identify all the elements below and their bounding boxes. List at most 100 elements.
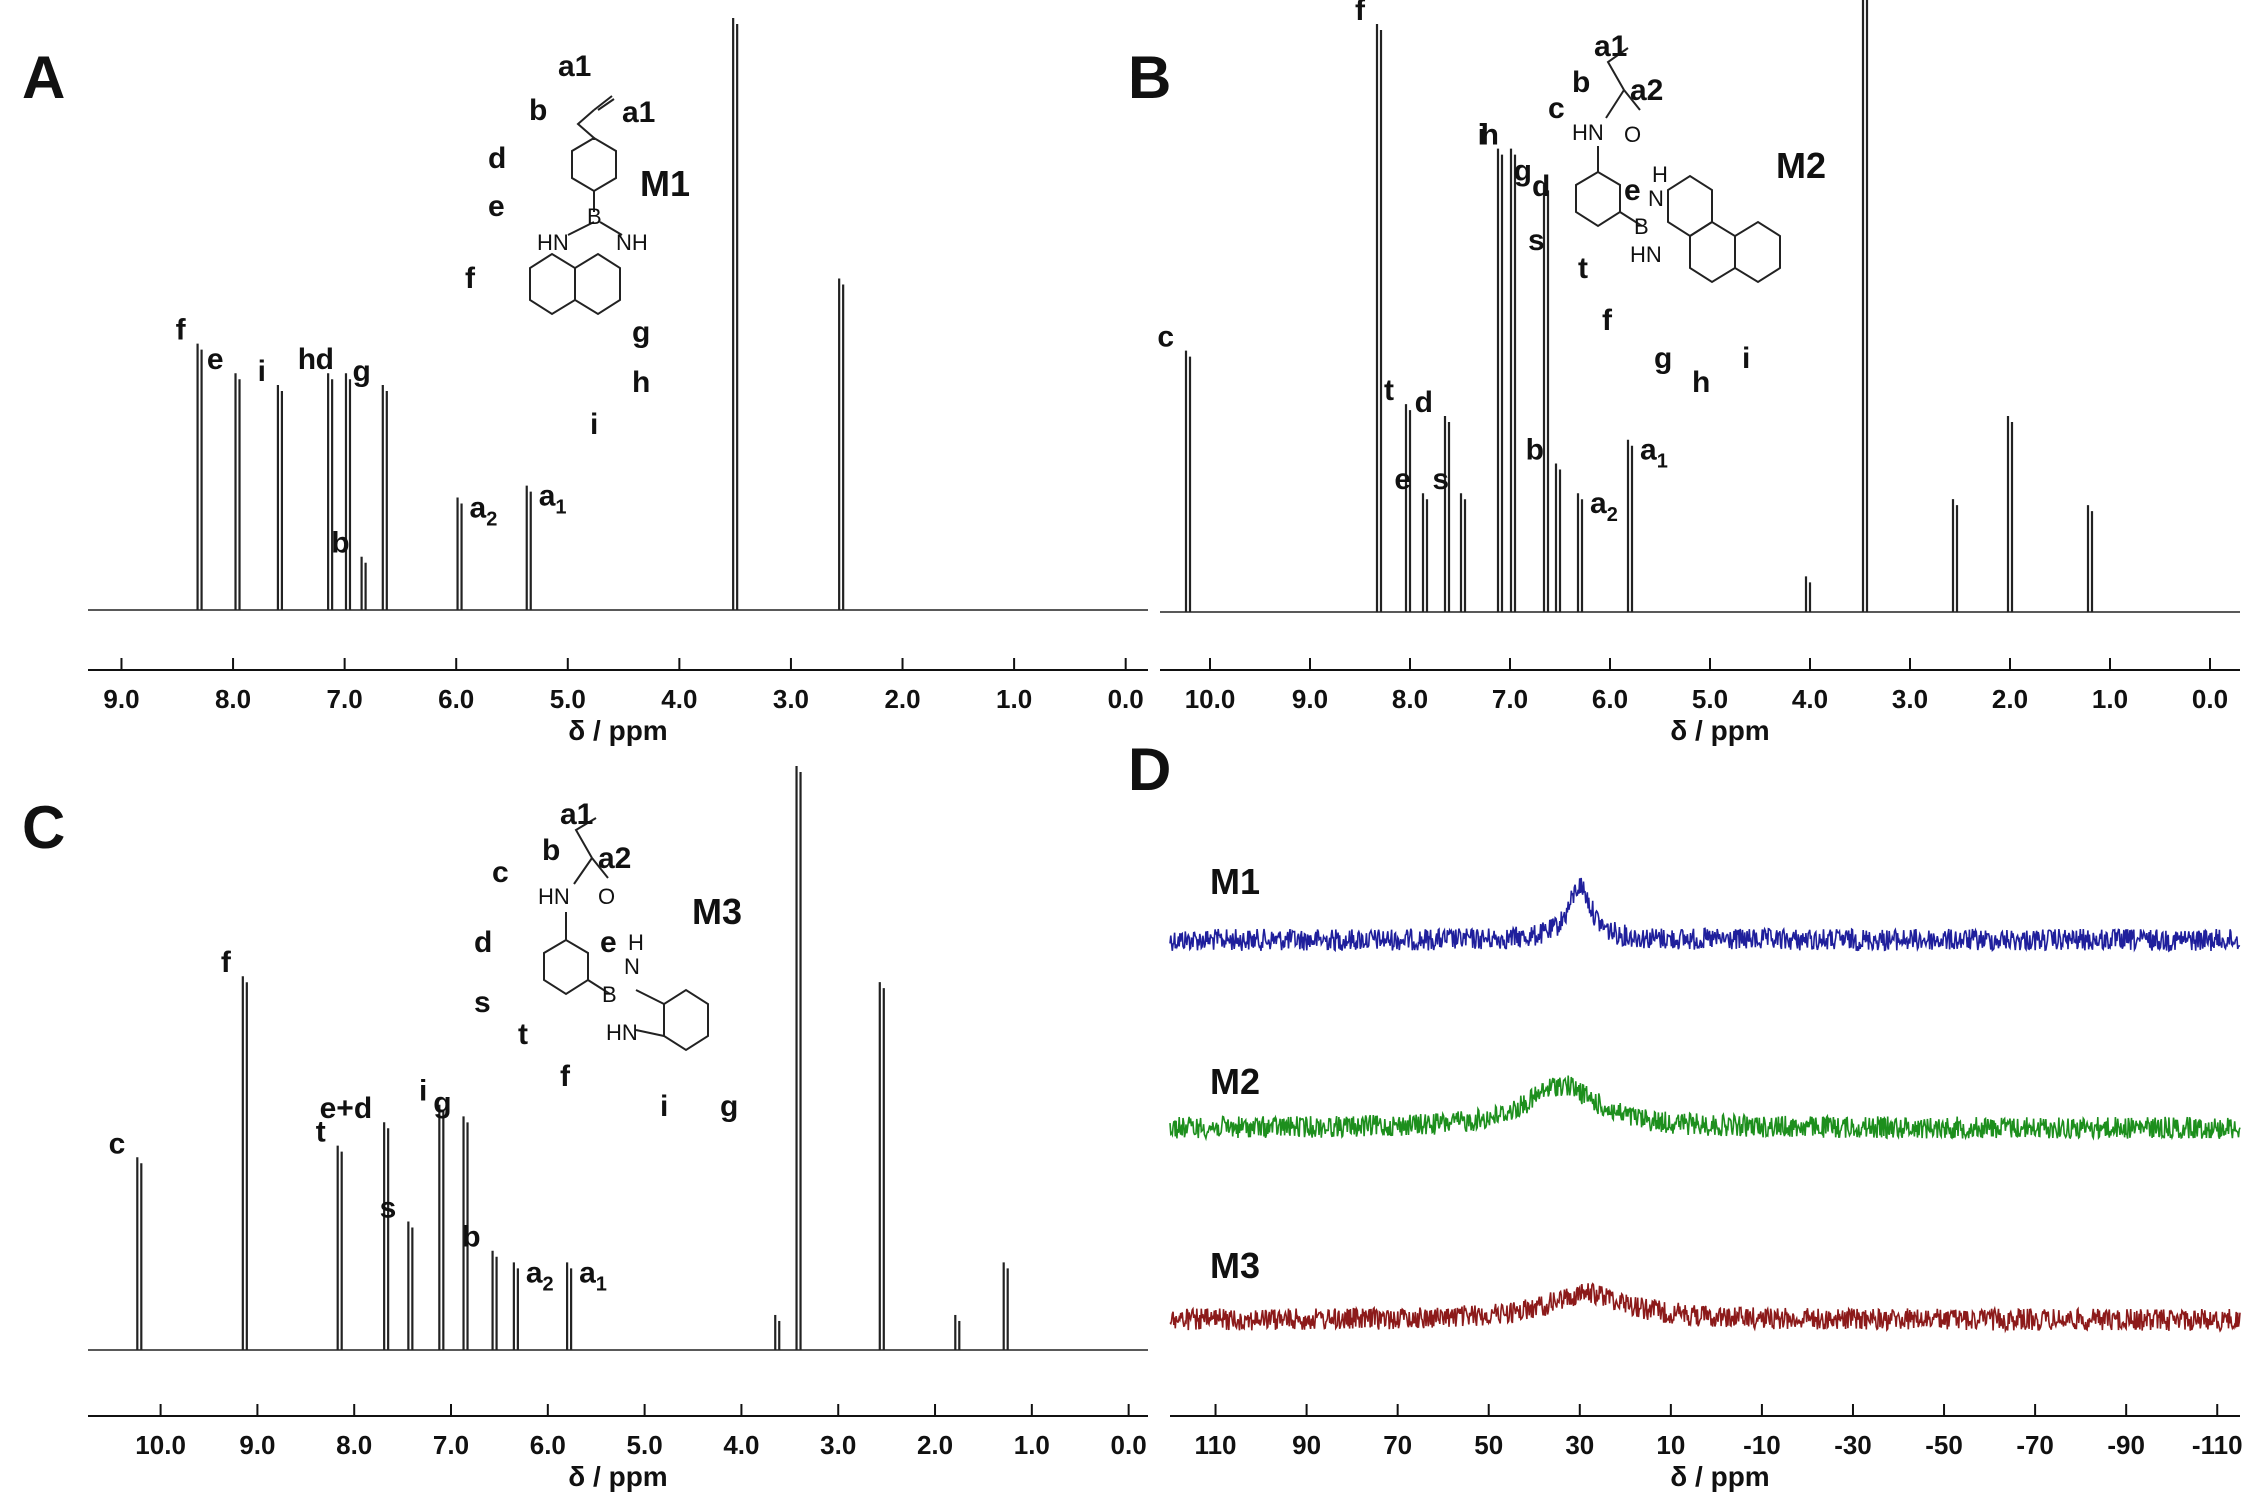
peak-label: b xyxy=(331,527,349,560)
tick-label: 5.0 xyxy=(1692,684,1728,714)
x-axis-label-c: δ / ppm xyxy=(568,1461,667,1492)
mol-hn-m2: HN xyxy=(1572,120,1604,145)
x-axis-label-b: δ / ppm xyxy=(1670,715,1769,746)
panel-d: D 110 90 70 50 30 10 -10 -30 -50 -70 -90 -110 δ / p… xyxy=(1128,736,2243,1492)
peak-label: i xyxy=(1478,119,1486,152)
series-label-m1: M1 xyxy=(1210,861,1260,902)
tick-label: 0.0 xyxy=(1111,1430,1147,1460)
x-axis-label-a: δ / ppm xyxy=(568,715,667,746)
mol-c-m3: c xyxy=(492,856,509,889)
tick-label: -10 xyxy=(1743,1430,1781,1460)
mol-b-atom-m2: B xyxy=(1634,214,1649,239)
tick-label: 7.0 xyxy=(327,684,363,714)
peak-label: g xyxy=(352,355,370,388)
structure-m3 xyxy=(543,817,709,1052)
structure-m1 xyxy=(529,95,623,316)
tick-label: 8.0 xyxy=(1392,684,1428,714)
tick-label: -30 xyxy=(1834,1430,1872,1460)
mol-g-m2: g xyxy=(1654,342,1672,375)
tick-label: 30 xyxy=(1565,1430,1594,1460)
tick-label: 110 xyxy=(1195,1430,1237,1460)
mol-i: i xyxy=(590,408,598,441)
tick-label: 8.0 xyxy=(215,684,251,714)
peak-label: t xyxy=(1384,374,1394,407)
mol-b-atom: B xyxy=(587,204,602,229)
ticks-b: 10.0 9.0 8.0 7.0 6.0 5.0 4.0 3.0 2.0 1.0 0.0 xyxy=(1185,658,2228,714)
tick-label: -70 xyxy=(2016,1430,2054,1460)
mol-n-m3: N xyxy=(624,954,640,979)
ticks-a: 9.0 8.0 7.0 6.0 5.0 4.0 3.0 2.0 1.0 0.0 xyxy=(103,658,1144,714)
tick-label: 5.0 xyxy=(550,684,586,714)
peak-label: s xyxy=(380,1192,397,1225)
peak-label: t xyxy=(316,1116,326,1149)
panel-label-c: C xyxy=(22,794,65,861)
series-line-m1 xyxy=(1169,877,2241,953)
tick-label: 10.0 xyxy=(135,1430,186,1460)
peak-label: b xyxy=(1526,434,1544,467)
panel-label-a: A xyxy=(22,44,65,111)
tick-label: -50 xyxy=(1925,1430,1963,1460)
mol-f-m3: f xyxy=(560,1060,571,1093)
tick-label: 1.0 xyxy=(2092,684,2128,714)
mol-g-m3: g xyxy=(720,1090,738,1123)
tick-label: 2.0 xyxy=(884,684,920,714)
tick-label: 1.0 xyxy=(996,684,1032,714)
compound-label-m2: M2 xyxy=(1776,145,1826,186)
peak-label: d xyxy=(316,343,334,376)
peak-label: i xyxy=(419,1075,427,1108)
peak-label: h xyxy=(1481,119,1499,152)
peak-label: g xyxy=(433,1086,451,1119)
tick-label: 0.0 xyxy=(2192,684,2228,714)
mol-f: f xyxy=(465,262,476,295)
peak-label: c xyxy=(109,1127,126,1160)
mol-b-m2: b xyxy=(1572,66,1590,99)
mol-o-m3: O xyxy=(598,884,615,909)
mol-b-m3: b xyxy=(542,834,560,867)
tick-label: 9.0 xyxy=(1292,684,1328,714)
mol-a2-m2: a2 xyxy=(1630,74,1663,107)
peak-label: a1 xyxy=(579,1256,607,1295)
mol-e: e xyxy=(488,190,505,223)
tick-label: 4.0 xyxy=(1792,684,1828,714)
x-axis-label-d: δ / ppm xyxy=(1670,1461,1769,1492)
mol-e-m3: e xyxy=(600,926,617,959)
mol-hn2-m3: HN xyxy=(606,1020,638,1045)
mol-hn2-m2: HN xyxy=(1630,242,1662,267)
mol-nh: NH xyxy=(616,230,648,255)
series-label-m2: M2 xyxy=(1210,1061,1260,1102)
peak-label: c xyxy=(1157,321,1174,354)
mol-b: b xyxy=(529,94,547,127)
tick-label: 2.0 xyxy=(917,1430,953,1460)
peak-label: e xyxy=(1394,463,1411,496)
peak-label: h xyxy=(298,343,316,376)
panel-label-b: B xyxy=(1128,44,1171,111)
mol-h: h xyxy=(632,366,650,399)
tick-label: 90 xyxy=(1292,1430,1321,1460)
compound-label-m3: M3 xyxy=(692,891,742,932)
mol-s-m2: s xyxy=(1528,224,1545,257)
peak-label: i xyxy=(258,355,266,388)
tick-label: 6.0 xyxy=(1592,684,1628,714)
mol-f-m2: f xyxy=(1602,304,1613,337)
mol-d: d xyxy=(488,142,506,175)
tick-label: 4.0 xyxy=(723,1430,759,1460)
spectrum-d xyxy=(1169,877,2241,1334)
mol-a1-m3: a1 xyxy=(560,798,593,831)
mol-a1-right: a1 xyxy=(622,96,655,129)
tick-label: 10.0 xyxy=(1185,684,1236,714)
mol-n-m2: N xyxy=(1648,186,1664,211)
series-label-m3: M3 xyxy=(1210,1245,1260,1286)
tick-label: 0.0 xyxy=(1108,684,1144,714)
panel-label-d: D xyxy=(1128,736,1171,803)
mol-a2-m3: a2 xyxy=(598,842,631,875)
tick-label: 9.0 xyxy=(103,684,139,714)
mol-hn-m3: HN xyxy=(538,884,570,909)
peak-label: s xyxy=(1432,463,1449,496)
tick-label: 1.0 xyxy=(1014,1430,1050,1460)
peak-label: a1 xyxy=(539,480,567,519)
tick-label: 7.0 xyxy=(433,1430,469,1460)
